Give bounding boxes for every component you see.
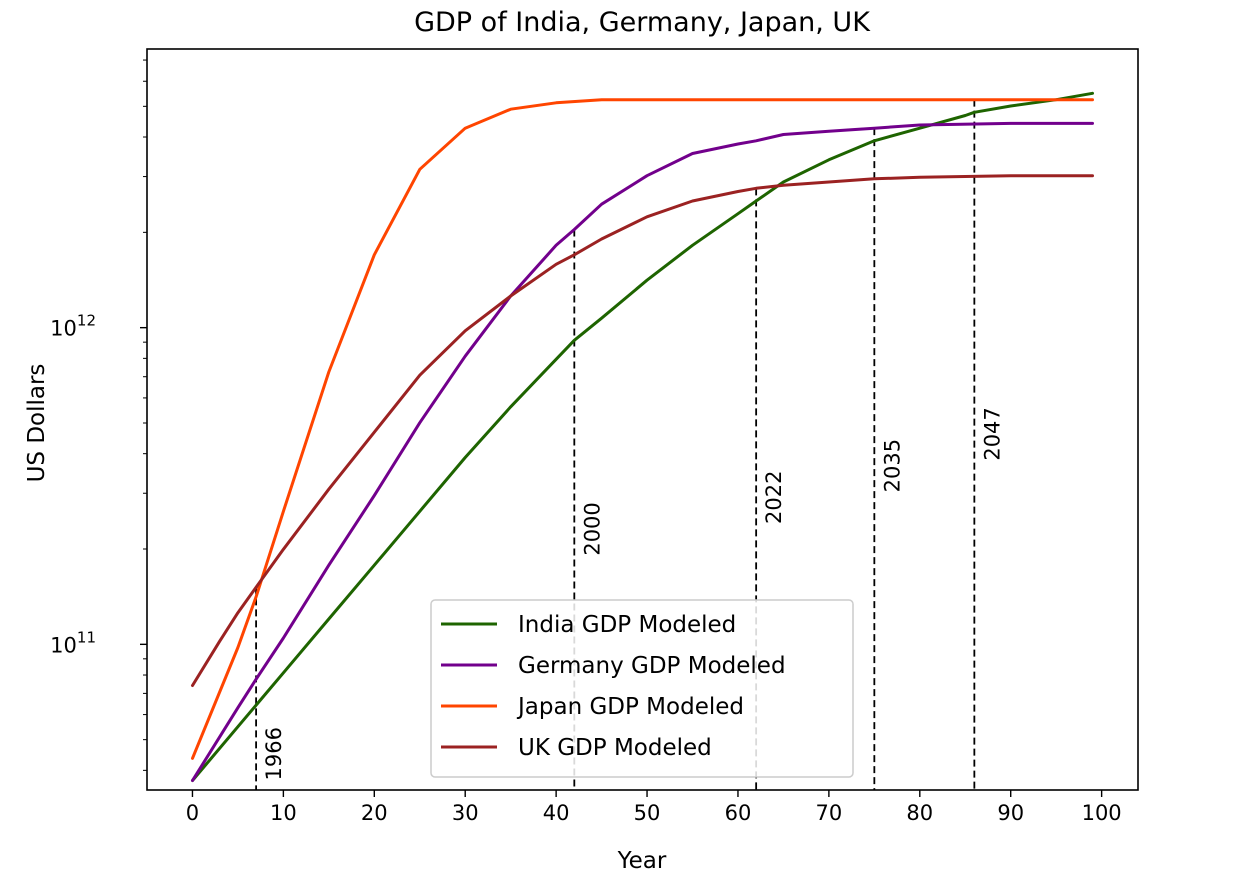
marker-label-2000: 2000: [580, 502, 604, 555]
legend-label-4: UK GDP Modeled: [518, 735, 712, 761]
legend-label-3: Japan GDP Modeled: [516, 694, 744, 720]
x-tick-label-80: 80: [906, 801, 933, 825]
x-tick-label-40: 40: [543, 801, 570, 825]
x-tick-label-100: 100: [1082, 801, 1122, 825]
series-line-3: [191, 98, 1094, 760]
x-tick-label-90: 90: [997, 801, 1024, 825]
x-tick-label-0: 0: [186, 801, 199, 825]
plot-frame: [146, 48, 1139, 791]
legend-box: [430, 599, 854, 778]
x-axis-label: Year: [617, 848, 667, 874]
marker-label-2035: 2035: [880, 439, 904, 492]
x-tick-label-10: 10: [270, 801, 297, 825]
x-tick-label-30: 30: [452, 801, 479, 825]
y-axis-label: US Dollars: [24, 364, 50, 483]
legend-label-2: Germany GDP Modeled: [518, 653, 786, 679]
series-line-4: [191, 174, 1094, 687]
series-line-1: [191, 91, 1094, 782]
marker-label-2047: 2047: [980, 407, 1004, 460]
marker-label-1966: 1966: [262, 727, 286, 780]
x-tick-label-70: 70: [816, 801, 843, 825]
x-tick-label-20: 20: [361, 801, 388, 825]
x-tick-label-50: 50: [634, 801, 661, 825]
legend-label-1: India GDP Modeled: [518, 612, 736, 638]
plot-area: 1966 2000 2022 2035 2047: [191, 91, 1094, 790]
marker-label-2022: 2022: [762, 471, 786, 524]
series-line-2: [191, 121, 1094, 782]
legend: India GDP Modeled Germany GDP Modeled Japa…: [430, 599, 854, 778]
chart-title: GDP of India, Germany, Japan, UK: [414, 7, 871, 38]
x-tick-label-60: 60: [725, 801, 752, 825]
